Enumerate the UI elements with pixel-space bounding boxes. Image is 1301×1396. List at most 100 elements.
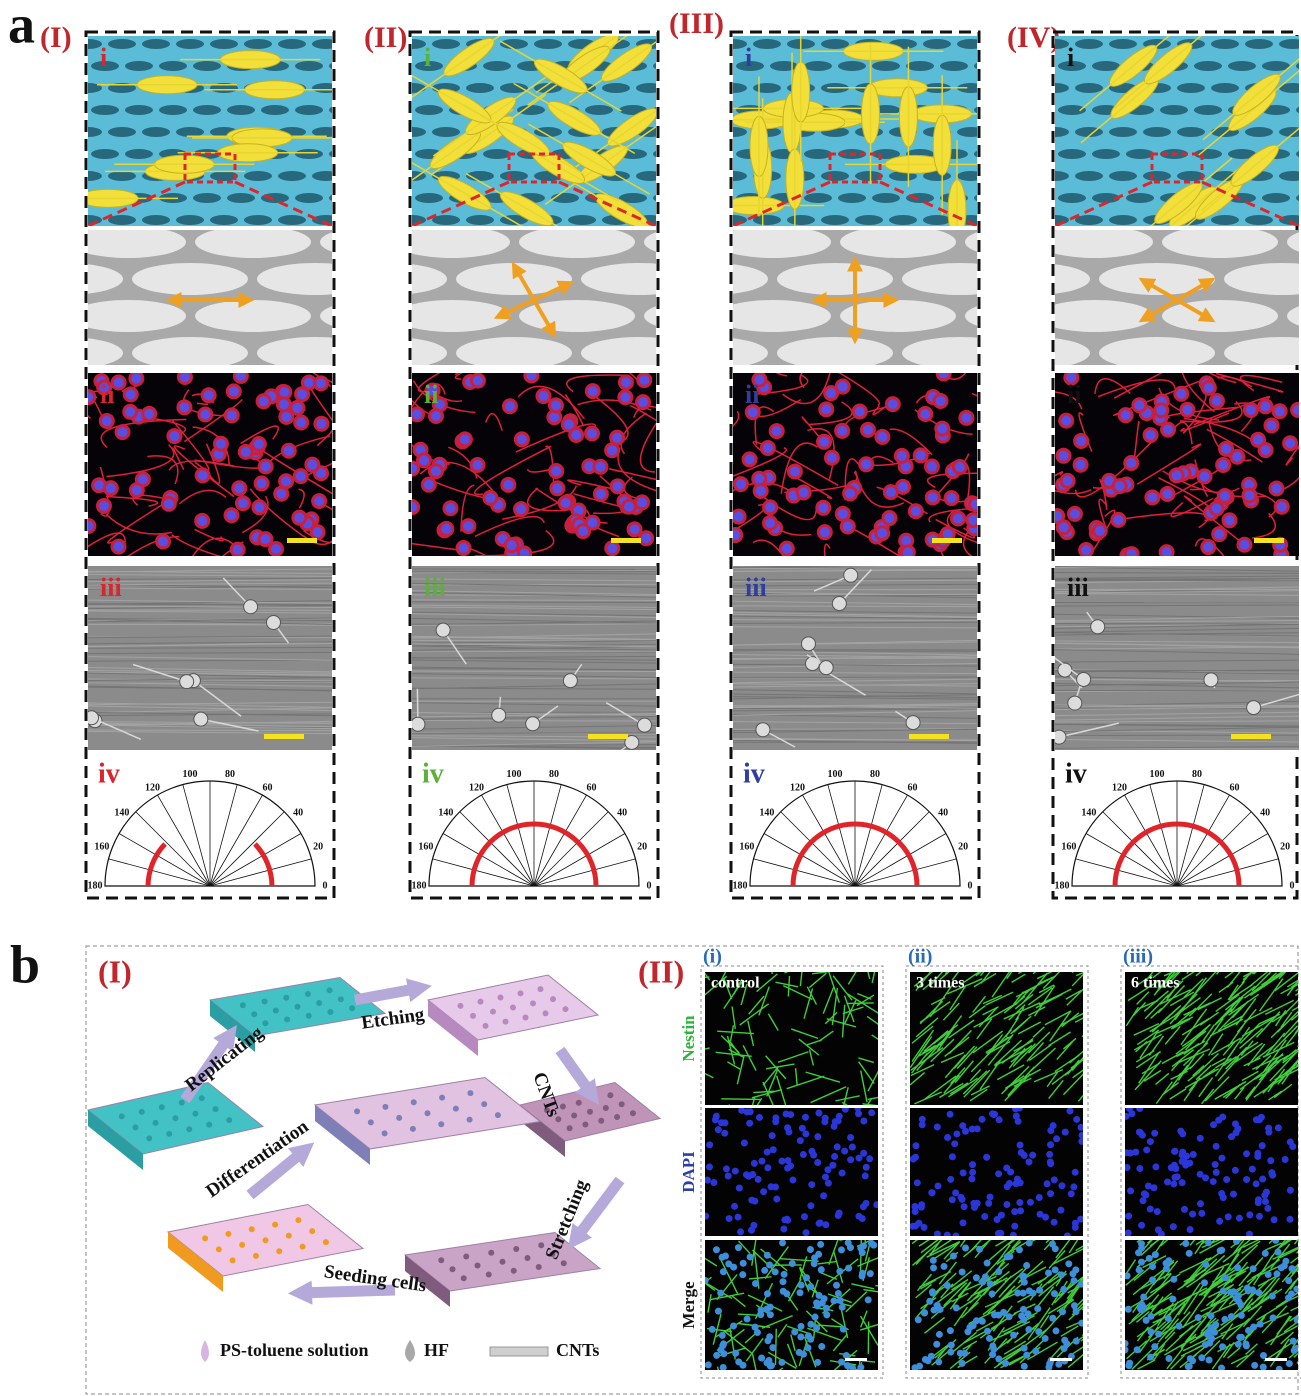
nucleus xyxy=(1147,1328,1154,1335)
polar-tick-label: 160 xyxy=(739,842,754,853)
pore xyxy=(821,215,849,225)
nucleus xyxy=(1006,1313,1013,1320)
nucleus xyxy=(855,407,865,417)
nucleus xyxy=(1189,1211,1196,1218)
column-label: (i) xyxy=(703,946,722,968)
pore xyxy=(517,105,545,115)
nucleus xyxy=(916,1363,923,1370)
nucleus xyxy=(234,483,244,493)
nucleus xyxy=(979,1278,986,1285)
nucleus xyxy=(758,1307,765,1314)
nucleus xyxy=(259,396,269,406)
nucleus xyxy=(621,377,631,387)
nucleus xyxy=(744,1109,751,1116)
nucleus xyxy=(985,1200,992,1207)
nucleus xyxy=(1233,1295,1240,1302)
nucleus xyxy=(1165,1355,1172,1362)
nucleus xyxy=(564,419,574,429)
nucleus xyxy=(1046,1151,1053,1158)
nucleus xyxy=(1013,1180,1020,1187)
nucleus xyxy=(1282,1258,1289,1265)
polar-tick-label: 20 xyxy=(958,842,968,853)
nucleus xyxy=(928,492,938,502)
column-title: control xyxy=(711,975,760,992)
polar-tick-label: 120 xyxy=(469,782,484,793)
texture xyxy=(630,1110,636,1116)
nucleus xyxy=(782,544,792,554)
pore xyxy=(108,171,136,181)
nucleus xyxy=(1147,1354,1154,1361)
nucleus xyxy=(284,446,294,456)
sublabel: iii xyxy=(424,573,446,602)
nucleus xyxy=(1013,1113,1020,1120)
nucleus xyxy=(517,434,527,444)
pore xyxy=(906,61,934,71)
nucleus xyxy=(836,1268,843,1275)
nucleus xyxy=(1260,401,1270,411)
nucleus xyxy=(1277,502,1287,512)
nucleus xyxy=(819,1300,826,1307)
polar-tick-label: 140 xyxy=(759,808,774,819)
cell xyxy=(1204,673,1218,687)
neurite xyxy=(846,1003,873,1004)
nucleus xyxy=(1023,1262,1030,1269)
nucleus xyxy=(725,1172,732,1179)
nucleus xyxy=(1006,1180,1013,1187)
nucleus xyxy=(995,1268,1002,1275)
nucleus xyxy=(1179,1151,1186,1158)
nucleus xyxy=(102,416,112,426)
nucleus xyxy=(835,1290,842,1297)
nucleus xyxy=(953,514,963,524)
nucleus xyxy=(1225,1213,1232,1220)
nucleus xyxy=(238,498,248,508)
nucleus xyxy=(1261,1192,1268,1199)
pore xyxy=(415,105,443,115)
pore xyxy=(1058,149,1086,159)
nucleus xyxy=(198,470,208,480)
micrograph xyxy=(689,1219,910,1396)
nucleus xyxy=(800,1351,807,1358)
nucleus xyxy=(132,485,142,495)
nucleus xyxy=(717,1290,724,1297)
nucleus xyxy=(1271,1216,1278,1223)
nucleus xyxy=(731,1203,738,1210)
nucleus xyxy=(855,1110,862,1117)
texture xyxy=(488,1250,494,1256)
nucleus xyxy=(752,1280,759,1287)
nucleus xyxy=(803,1274,810,1281)
polar-tick-label: 20 xyxy=(313,842,323,853)
nucleus xyxy=(620,392,630,402)
nucleus xyxy=(1061,1337,1068,1344)
texture xyxy=(453,1106,459,1112)
nucleus xyxy=(1208,1312,1215,1319)
pattern-pore xyxy=(132,337,248,369)
nucleus xyxy=(1146,430,1156,440)
nucleus xyxy=(1139,1306,1146,1313)
texture xyxy=(349,1005,355,1011)
nucleus xyxy=(970,1200,977,1207)
nucleus xyxy=(1021,1345,1028,1352)
nucleus xyxy=(910,1156,917,1163)
nucleus xyxy=(756,1114,763,1121)
nucleus xyxy=(446,503,456,513)
cell xyxy=(756,723,770,737)
polar-tick-label: 120 xyxy=(790,782,805,793)
nucleus xyxy=(1148,1313,1155,1320)
pore xyxy=(1228,61,1256,71)
nucleus xyxy=(746,1120,753,1127)
nucleus xyxy=(918,1201,925,1208)
nucleus xyxy=(1004,1253,1011,1260)
texture xyxy=(323,1239,329,1245)
texture xyxy=(216,1246,222,1252)
nucleus xyxy=(1217,1247,1224,1254)
nucleus xyxy=(843,521,853,531)
nucleus xyxy=(1235,1341,1242,1348)
nucleus xyxy=(831,1153,838,1160)
nucleus xyxy=(1025,1326,1032,1333)
nucleus xyxy=(764,1290,771,1297)
nucleus xyxy=(144,409,154,419)
nucleus xyxy=(1291,1347,1298,1354)
nucleus xyxy=(720,1364,727,1371)
nucleus xyxy=(976,1246,983,1253)
nucleus xyxy=(837,1297,844,1304)
